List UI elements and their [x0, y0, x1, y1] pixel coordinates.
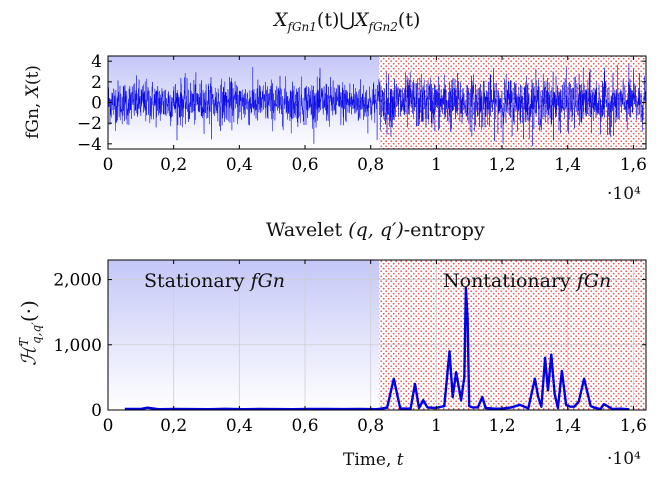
chart2-x-multiplier: ·10⁴ [607, 449, 641, 469]
x-tick-label: 1,4 [554, 155, 581, 175]
y-tick-label: 0 [91, 94, 102, 114]
nonstationary-region [379, 260, 646, 410]
x-tick-label: 0,6 [291, 155, 318, 175]
x-tick-label: 1,2 [489, 416, 516, 436]
chart2-x-label: Time, t [343, 450, 404, 470]
x-tick-label: 0,8 [357, 155, 384, 175]
x-tick-label: 0 [103, 155, 114, 175]
x-tick-label: 0,4 [226, 416, 253, 436]
x-tick-label: 1,4 [554, 416, 581, 436]
y-ticks: 0 1,000 2,000 [53, 271, 646, 421]
x-tick-label: 0,4 [226, 155, 253, 175]
x-tick-label: 0,2 [160, 155, 187, 175]
x-tick-label: 1,2 [489, 155, 516, 175]
x-tick-label: 0,6 [291, 416, 318, 436]
y-tick-label: −2 [77, 114, 102, 134]
fgn-signal-series [107, 64, 647, 146]
chart2-title: Wavelet (q, q′)-entropy [266, 219, 485, 241]
chart2-y-label: ℋTq,q′(·) [16, 300, 44, 366]
x-tick-label: 1 [431, 416, 442, 436]
annotation-nonstationary: Nontationary fGn [443, 270, 612, 292]
fgn-chart: 0 0,2 0,4 0,6 0,8 1 1,2 1,4 1,6 420−2−4 [77, 52, 647, 175]
y-ticks: 420−2−4 [77, 52, 646, 155]
stationary-region [108, 260, 379, 410]
x-tick-label: 1,6 [620, 416, 647, 436]
chart1-y-label: fGn, X(t) [23, 65, 43, 139]
chart1-x-multiplier: ·10⁴ [607, 184, 641, 204]
y-tick-label: 1,000 [53, 336, 102, 356]
y-tick-label: −4 [77, 135, 102, 155]
annotation-stationary: Stationary fGn [144, 270, 286, 292]
y-tick-label: 4 [91, 52, 102, 72]
x-ticks: 0 0,2 0,4 0,6 0,8 1 1,2 1,4 1,6 [103, 260, 647, 436]
y-tick-label: 2,000 [53, 271, 102, 291]
y-tick-label: 0 [91, 401, 102, 421]
x-ticks: 0 0,2 0,4 0,6 0,8 1 1,2 1,4 1,6 [103, 56, 647, 175]
y-tick-label: 2 [91, 73, 102, 93]
plot-frame [107, 259, 647, 411]
x-tick-label: 0,2 [160, 416, 187, 436]
x-tick-label: 1,6 [620, 155, 647, 175]
entropy-series [124, 286, 630, 411]
x-tick-label: 1 [431, 155, 442, 175]
chart1-title: XfGn1(t)⋃XfGn2(t) [274, 9, 421, 34]
x-tick-label: 0 [103, 416, 114, 436]
x-tick-label: 0,8 [357, 416, 384, 436]
